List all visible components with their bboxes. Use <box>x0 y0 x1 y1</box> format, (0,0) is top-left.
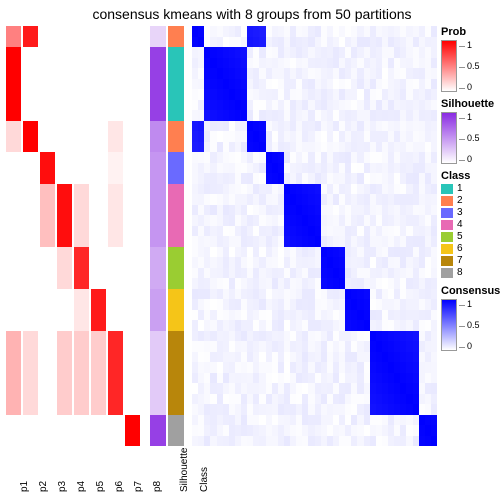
legend-title-consensus: Consensus <box>441 285 500 297</box>
silhouette-column <box>150 26 166 446</box>
prob-column-p3 <box>40 26 55 446</box>
prob-column-p8 <box>125 26 140 446</box>
legend-class-7: 7 <box>441 255 500 266</box>
legend-bar-silhouette <box>441 112 457 164</box>
legend-swatch-4 <box>441 220 453 230</box>
legend-swatch-3 <box>441 208 453 218</box>
legend-title-prob: Prob <box>441 26 500 38</box>
legend-swatch-5 <box>441 232 453 242</box>
prob-column-p7 <box>108 26 123 446</box>
legend-title-silhouette: Silhouette <box>441 98 500 110</box>
chart-title: consensus kmeans with 8 groups from 50 p… <box>6 6 498 22</box>
class-column <box>168 26 184 446</box>
prob-column-p2 <box>23 26 38 446</box>
prob-column-p6 <box>91 26 106 446</box>
legend-swatch-7 <box>441 256 453 266</box>
legend-class-3: 3 <box>441 207 500 218</box>
legend-class-8: 8 <box>441 267 500 278</box>
legend-class-6: 6 <box>441 243 500 254</box>
legend-swatch-8 <box>441 268 453 278</box>
prob-column-p4 <box>57 26 72 446</box>
legend-swatch-2 <box>441 196 453 206</box>
legend-class-5: 5 <box>441 231 500 242</box>
legend-bar-consensus <box>441 299 457 351</box>
label-class: Class <box>199 467 210 492</box>
consensus-matrix <box>192 26 437 446</box>
heatmap-block: p1p2p3p4p5p6p7p8SilhouetteClass <box>6 26 437 494</box>
prob-column-p1 <box>6 26 21 446</box>
main-area: p1p2p3p4p5p6p7p8SilhouetteClass Prob10.5… <box>6 26 498 494</box>
legend-class-4: 4 <box>441 219 500 230</box>
label-p8: p8 <box>152 481 163 492</box>
legend-class-1: 1 <box>441 183 500 194</box>
legend-class-2: 2 <box>441 195 500 206</box>
legend-area: Prob10.50Silhouette10.50Class12345678Con… <box>441 26 500 494</box>
legend-swatch-6 <box>441 244 453 254</box>
legend-swatch-1 <box>441 184 453 194</box>
legend-title-class: Class <box>441 170 500 182</box>
prob-column-p5 <box>74 26 89 446</box>
legend-bar-prob <box>441 40 457 92</box>
